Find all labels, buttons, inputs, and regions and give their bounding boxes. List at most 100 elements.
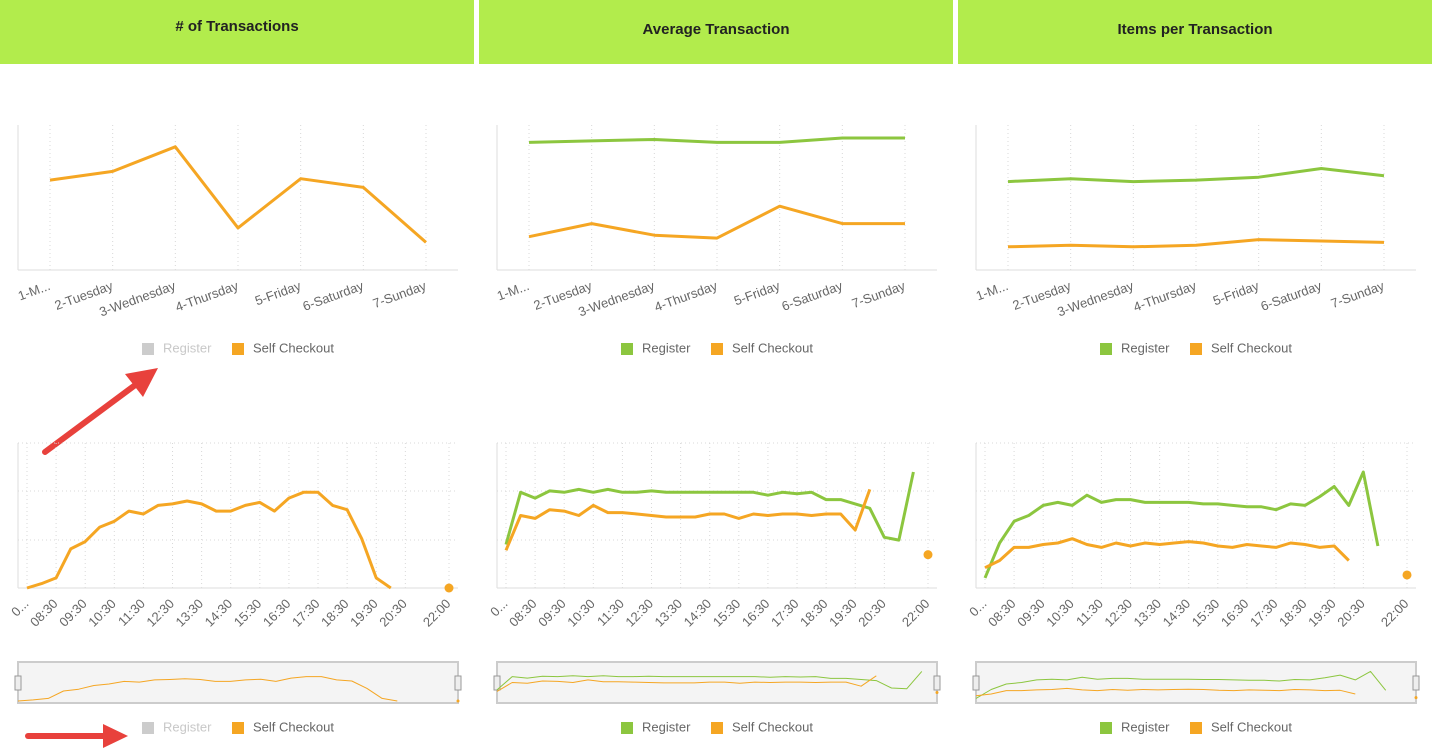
header-bar <box>479 0 953 64</box>
x-tick-label: 6-Saturday <box>1259 278 1324 314</box>
x-tick-label: 15:30 <box>710 596 744 630</box>
x-tick-label: 17:30 <box>289 596 323 630</box>
x-tick-label: 17:30 <box>768 596 802 630</box>
legend-label: Self Checkout <box>1211 340 1292 355</box>
line-series <box>1007 238 1385 249</box>
x-tick-label: 18:30 <box>318 596 352 630</box>
x-tick-label: 7-Sunday <box>371 278 429 311</box>
x-tick-label: 17:30 <box>1247 596 1281 630</box>
x-tick-label: 16:30 <box>1218 596 1252 630</box>
x-tick-label: 0... <box>487 596 510 619</box>
x-tick-label: 5-Friday <box>253 278 303 309</box>
column-title: Items per Transaction <box>1117 21 1272 38</box>
column-title: Average Transaction <box>642 21 789 38</box>
legend-swatch <box>621 343 633 355</box>
x-tick-label: 5-Friday <box>732 278 782 309</box>
x-tick-label: 4-Thursday <box>1131 278 1198 315</box>
x-tick-label: 14:30 <box>681 596 715 630</box>
navigator-handle <box>14 675 22 691</box>
legend-label: Self Checkout <box>253 340 334 355</box>
legend-label: Self Checkout <box>253 719 334 734</box>
x-tick-label: 6-Saturday <box>780 278 845 314</box>
legend-swatch <box>1100 722 1112 734</box>
legend-label: Register <box>642 719 691 734</box>
navigator-handle <box>1412 675 1420 691</box>
mini-point <box>456 699 460 703</box>
line-series <box>985 539 1407 575</box>
line-series <box>496 671 923 691</box>
x-tick-label: 7-Sunday <box>1329 278 1387 311</box>
x-tick-label: 20:30 <box>376 596 410 630</box>
point <box>1402 570 1412 580</box>
legend-swatch <box>142 722 154 734</box>
x-tick-label: 08:30 <box>985 596 1019 630</box>
x-tick-label: 13:30 <box>173 596 207 630</box>
mini-point <box>1414 696 1418 700</box>
x-tick-label: 4-Thursday <box>173 278 240 315</box>
x-tick-label: 12:30 <box>622 596 656 630</box>
x-tick-label: 13:30 <box>652 596 686 630</box>
x-tick-label: 11:30 <box>1073 596 1106 629</box>
x-tick-label: 22:00 <box>899 596 933 630</box>
x-tick-label: 09:30 <box>535 596 569 630</box>
legend-swatch <box>1190 343 1202 355</box>
x-tick-label: 7-Sunday <box>850 278 908 311</box>
legend-swatch <box>142 343 154 355</box>
x-tick-label: 14:30 <box>1160 596 1194 630</box>
header-bar <box>958 0 1432 64</box>
x-tick-label: 10:30 <box>1043 596 1077 630</box>
legend-label: Register <box>1121 719 1170 734</box>
x-tick-label: 5-Friday <box>1211 278 1261 309</box>
mini-point <box>935 690 939 694</box>
x-tick-label: 4-Thursday <box>652 278 719 315</box>
x-tick-label: 1-M... <box>16 278 52 303</box>
x-tick-label: 08:30 <box>27 596 61 630</box>
line-series <box>975 670 1387 699</box>
x-tick-label: 1-M... <box>974 278 1010 303</box>
x-tick-label: 0... <box>966 596 989 619</box>
legend-swatch <box>232 722 244 734</box>
x-tick-label: 18:30 <box>797 596 831 630</box>
x-tick-label: 6-Saturday <box>301 278 366 314</box>
x-tick-label: 11:30 <box>115 596 148 629</box>
x-tick-label: 11:30 <box>594 596 627 629</box>
x-tick-label: 18:30 <box>1276 596 1310 630</box>
line-series <box>528 204 905 240</box>
x-tick-label: 10:30 <box>85 596 119 630</box>
column-title: # of Transactions <box>175 18 298 35</box>
x-tick-label: 14:30 <box>202 596 236 630</box>
x-tick-label: 19:30 <box>826 596 860 630</box>
legend-swatch <box>711 343 723 355</box>
navigator-handle <box>933 675 941 691</box>
annotation-arrow <box>25 368 158 748</box>
x-tick-label: 16:30 <box>260 596 294 630</box>
x-tick-label: 12:30 <box>1101 596 1135 630</box>
x-tick-label: 19:30 <box>1305 596 1339 630</box>
point <box>444 583 454 593</box>
line-series <box>528 136 905 144</box>
navigator <box>975 661 1417 704</box>
line-series <box>983 470 1380 579</box>
x-tick-label: 16:30 <box>739 596 773 630</box>
navigator <box>17 661 459 704</box>
navigator-handle <box>493 675 501 691</box>
x-tick-label: 15:30 <box>1189 596 1223 630</box>
line-series <box>506 489 928 554</box>
x-tick-label: 20:30 <box>1334 596 1368 630</box>
legend-label: Register <box>1121 340 1170 355</box>
x-tick-label: 12:30 <box>143 596 177 630</box>
legend-swatch <box>232 343 244 355</box>
legend-swatch <box>621 722 633 734</box>
x-tick-label: 09:30 <box>1014 596 1048 630</box>
x-tick-label: 1-M... <box>495 278 531 303</box>
legend-label: Register <box>163 340 212 355</box>
legend-label: Self Checkout <box>732 719 813 734</box>
header-bar <box>0 0 474 64</box>
legend-swatch <box>1100 343 1112 355</box>
legend-swatch <box>1190 722 1202 734</box>
x-tick-label: 22:00 <box>1378 596 1412 630</box>
legend-label: Register <box>642 340 691 355</box>
line-series <box>49 145 427 244</box>
x-tick-label: 0... <box>8 596 31 619</box>
